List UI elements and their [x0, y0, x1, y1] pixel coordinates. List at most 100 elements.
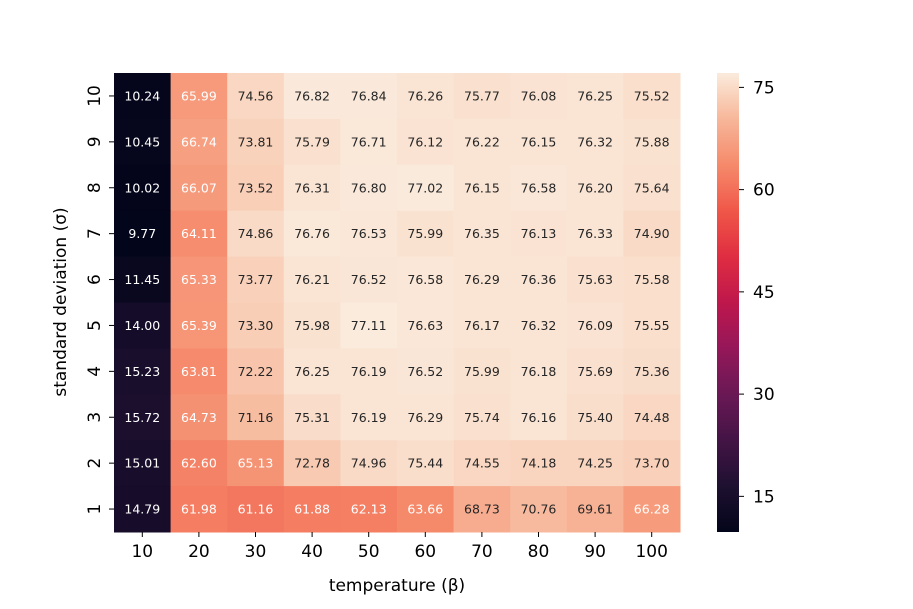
cell-label: 75.64 — [634, 180, 670, 195]
cell-label: 66.74 — [181, 134, 217, 149]
heatmap-cell — [397, 440, 455, 487]
x-tick-label: 100 — [635, 542, 667, 562]
cell-label: 73.30 — [238, 318, 274, 333]
heatmap-cell — [114, 440, 172, 487]
cell-label: 76.22 — [464, 134, 500, 149]
cell-label: 74.18 — [521, 456, 557, 471]
heatmap-cell — [114, 164, 172, 212]
heatmap-cell — [510, 486, 568, 533]
y-tick-label: 4 — [85, 366, 105, 377]
cell-label: 11.45 — [124, 272, 160, 287]
cell-label: 76.08 — [521, 88, 557, 103]
heatmap-cell — [114, 394, 172, 441]
cell-label: 61.88 — [294, 502, 330, 517]
y-axis: 10 9 8 7 6 5 4 3 2 1 — [85, 85, 114, 514]
y-tick-label: 7 — [85, 228, 105, 239]
heatmap-cell — [283, 440, 341, 487]
cell-label: 75.77 — [464, 88, 500, 103]
heatmap-cell — [227, 256, 285, 303]
heatmap-cell — [623, 486, 681, 533]
heatmap-cell — [227, 440, 285, 487]
cell-label: 68.73 — [464, 502, 500, 517]
cell-label: 75.63 — [577, 272, 613, 287]
cell-label: 61.16 — [238, 502, 274, 517]
heatmap-cell — [453, 486, 511, 533]
x-tick-label: 80 — [528, 542, 550, 562]
heatmap-cell — [114, 210, 172, 258]
cell-label: 75.58 — [634, 272, 670, 287]
heatmap-cell — [566, 348, 624, 395]
heatmap-cell — [227, 486, 285, 533]
heatmap-cell — [170, 440, 228, 487]
heatmap-cell — [623, 210, 681, 258]
cell-label: 75.44 — [407, 456, 443, 471]
cell-label: 64.73 — [181, 410, 217, 425]
heatmap-cell — [510, 348, 568, 395]
cell-label: 74.48 — [634, 410, 670, 425]
heatmap-cell — [170, 73, 228, 120]
heatmap-cell — [623, 164, 681, 212]
heatmap-cell — [170, 118, 228, 166]
heatmap-cell — [283, 256, 341, 303]
heatmap-cell — [566, 440, 624, 487]
heatmap-cell — [227, 118, 285, 166]
heatmap-cell — [623, 73, 681, 120]
heatmap-cells: 10.24 65.99 74.56 76.82 76.84 76.26 75.77 76.08… — [114, 73, 681, 533]
cell-label: 76.19 — [351, 410, 387, 425]
heatmap-cell — [340, 210, 398, 258]
x-tick-label: 20 — [188, 542, 210, 562]
cell-label: 75.55 — [634, 318, 670, 333]
heatmap-cell — [283, 348, 341, 395]
colorbar-ticks: 15 30 45 60 75 — [739, 78, 775, 507]
cell-label: 73.77 — [238, 272, 274, 287]
cell-label: 76.53 — [351, 226, 387, 241]
heatmap-cell — [227, 210, 285, 258]
heatmap-cell — [397, 486, 455, 533]
cell-label: 74.56 — [238, 88, 274, 103]
colorbar-tick-label: 30 — [753, 385, 775, 405]
cell-label: 76.12 — [407, 134, 443, 149]
heatmap-cell — [114, 348, 172, 395]
cell-label: 14.79 — [124, 502, 160, 517]
heatmap-cell — [453, 394, 511, 441]
y-tick-label: 1 — [85, 504, 105, 515]
colorbar-tick-label: 15 — [753, 487, 775, 507]
heatmap-cell — [566, 486, 624, 533]
x-tick-label: 40 — [301, 542, 323, 562]
heatmap-cell — [397, 210, 455, 258]
x-tick-label: 50 — [358, 542, 380, 562]
cell-label: 66.07 — [181, 180, 217, 195]
cell-label: 76.19 — [351, 364, 387, 379]
cell-label: 15.01 — [124, 456, 160, 471]
x-tick-label: 90 — [584, 542, 606, 562]
cell-label: 10.24 — [124, 88, 160, 103]
cell-label: 76.25 — [577, 88, 613, 103]
heatmap-cell — [566, 302, 624, 349]
cell-label: 76.13 — [521, 226, 557, 241]
heatmap-cell — [397, 164, 455, 212]
heatmap-cell — [510, 256, 568, 303]
cell-label: 76.26 — [407, 88, 443, 103]
heatmap-cell — [453, 118, 511, 166]
x-axis: 10 20 30 40 50 60 70 80 90 100 — [131, 532, 668, 562]
colorbar-tick-label: 45 — [753, 283, 775, 303]
heatmap-cell — [283, 118, 341, 166]
cell-label: 73.81 — [238, 134, 274, 149]
heatmap-cell — [114, 118, 172, 166]
cell-label: 76.76 — [294, 226, 330, 241]
heatmap-cell — [453, 256, 511, 303]
y-tick-label: 10 — [85, 85, 105, 107]
x-tick-label: 60 — [414, 542, 436, 562]
heatmap-cell — [510, 210, 568, 258]
cell-label: 75.99 — [464, 364, 500, 379]
cell-label: 65.13 — [238, 456, 274, 471]
heatmap-cell — [623, 440, 681, 487]
cell-label: 63.66 — [407, 502, 443, 517]
heatmap-cell — [283, 73, 341, 120]
heatmap-cell — [510, 73, 568, 120]
cell-label: 62.60 — [181, 456, 217, 471]
cell-label: 75.99 — [407, 226, 443, 241]
heatmap-cell — [170, 394, 228, 441]
cell-label: 76.15 — [464, 180, 500, 195]
heatmap-cell — [566, 210, 624, 258]
